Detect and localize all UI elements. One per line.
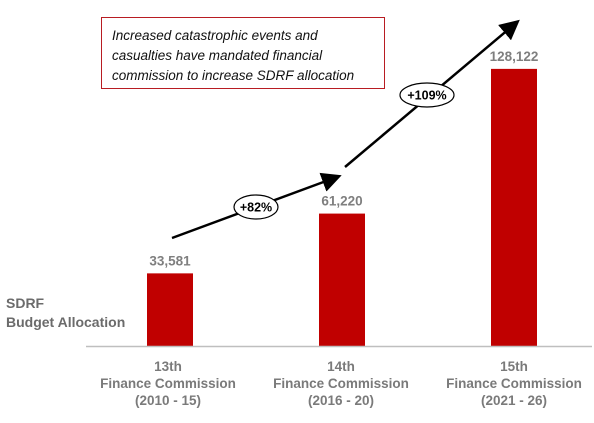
- x-category-13th: 13th Finance Commission (2010 - 15): [83, 358, 253, 409]
- x-category-line-1: 14th: [327, 359, 355, 374]
- x-category-line-3: (2010 - 15): [134, 393, 202, 408]
- growth-oval-0: [233, 194, 279, 220]
- callout-line-2: casualties have mandated financial: [112, 48, 323, 63]
- bar-0: [147, 273, 193, 346]
- bar-1: [319, 213, 365, 346]
- value-label-1: 61,220: [321, 194, 362, 209]
- series-label-line-2: Budget Allocation: [6, 314, 126, 330]
- series-label-line-1: SDRF: [6, 295, 45, 311]
- x-category-line-2: Finance Commission: [446, 376, 582, 391]
- callout-line-3: commission to increase SDRF allocation: [112, 68, 355, 83]
- x-category-14th: 14th Finance Commission (2016 - 20): [256, 358, 426, 409]
- callout-line-1: Increased catastrophic events and: [112, 28, 318, 43]
- callout-box: Increased catastrophic events and casual…: [101, 17, 385, 89]
- growth-label-1: +109%: [407, 89, 446, 103]
- growth-oval-1: [399, 82, 455, 108]
- value-label-0: 33,581: [149, 253, 191, 268]
- x-category-line-2: Finance Commission: [100, 376, 236, 391]
- value-label-2: 128,122: [490, 49, 539, 64]
- x-category-line-3: (2016 - 20): [307, 393, 375, 408]
- x-category-line-1: 13th: [154, 359, 182, 374]
- x-category-line-2: Finance Commission: [273, 376, 409, 391]
- x-category-line-1: 15th: [500, 359, 528, 374]
- bar-2: [491, 68, 537, 346]
- series-label: SDRF Budget Allocation: [6, 294, 125, 332]
- x-category-line-3: (2021 - 26): [480, 393, 548, 408]
- x-category-15th: 15th Finance Commission (2021 - 26): [429, 358, 594, 409]
- growth-label-0: +82%: [240, 201, 272, 215]
